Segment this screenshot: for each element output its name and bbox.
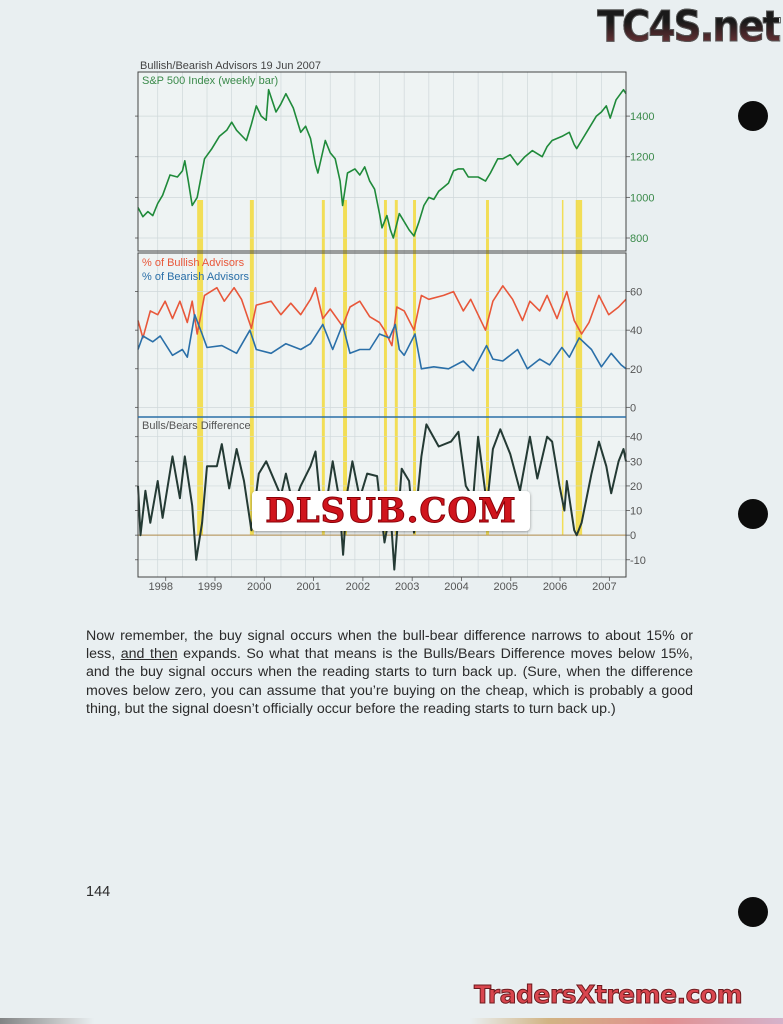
panel-label: S&P 500 Index (weekly bar) (142, 75, 278, 87)
body-paragraph: Now remember, the buy signal occurs when… (86, 627, 693, 718)
underlined-text: and then (120, 646, 178, 663)
buy-signal-band (561, 200, 564, 535)
y-tick-label: 1400 (630, 111, 654, 123)
series-line--of-bullish-advisors (137, 284, 627, 347)
buy-signal-band (383, 200, 387, 535)
panel-label: Bulls/Bears Difference (142, 420, 251, 432)
page-number: 144 (86, 884, 111, 900)
watermark-logo-bottom: TradersXtreme.com (473, 980, 743, 1010)
y-tick-label: 10 (630, 506, 642, 518)
x-tick-label: 2005 (494, 581, 518, 593)
x-tick-label: 2004 (444, 581, 468, 593)
y-tick-label: 20 (630, 364, 642, 376)
y-tick-label: 0 (630, 402, 636, 414)
x-tick-label: 2000 (247, 581, 271, 593)
y-tick-label: 60 (630, 287, 642, 299)
scan-edge (0, 1018, 783, 1024)
y-tick-label: 40 (630, 325, 642, 337)
y-tick-label: 1200 (630, 152, 654, 164)
buy-signal-band (394, 200, 398, 535)
buy-signal-band (343, 200, 348, 535)
buy-signal-band (321, 200, 325, 535)
y-tick-label: 30 (630, 456, 642, 468)
watermark-logo-top: TC4S.net (596, 2, 781, 53)
chart-title: Bullish/Bearish Advisors 19 Jun 2007 (140, 60, 321, 72)
x-tick-label: 2003 (395, 581, 419, 593)
y-tick-label: -10 (630, 555, 646, 567)
x-tick-label: 1998 (148, 581, 172, 593)
x-tick-label: 2001 (296, 581, 320, 593)
punch-hole (738, 897, 768, 927)
punch-hole (738, 101, 768, 131)
series-line-s-p-500-index-weekly-bar- (137, 88, 627, 239)
buy-signal-band (197, 200, 204, 535)
buy-signal-band (413, 200, 417, 535)
x-tick-label: 2006 (543, 581, 567, 593)
paragraph-text: expands. So what that means is the Bulls… (86, 646, 693, 717)
buy-signal-band (575, 200, 583, 535)
legend-entry: % of Bearish Advisors (142, 271, 249, 283)
y-tick-label: 40 (630, 432, 642, 444)
x-tick-label: 2002 (346, 581, 370, 593)
y-tick-label: 20 (630, 481, 642, 493)
punch-hole (738, 499, 768, 529)
series-line--of-bearish-advisors (137, 313, 627, 372)
panel-frame (137, 71, 627, 252)
watermark-logo-middle: DLSUB.COM (252, 491, 530, 532)
y-tick-label: 800 (630, 233, 648, 245)
y-tick-label: 1000 (630, 192, 654, 204)
legend-entry: % of Bullish Advisors (142, 257, 245, 269)
buy-signal-band (249, 200, 254, 535)
y-tick-label: 0 (630, 530, 636, 542)
paragraph-text: Now remember, the buy signal occurs when… (86, 628, 693, 663)
x-tick-label: 1999 (198, 581, 222, 593)
x-tick-label: 2007 (592, 581, 616, 593)
buy-signal-band (486, 200, 489, 535)
